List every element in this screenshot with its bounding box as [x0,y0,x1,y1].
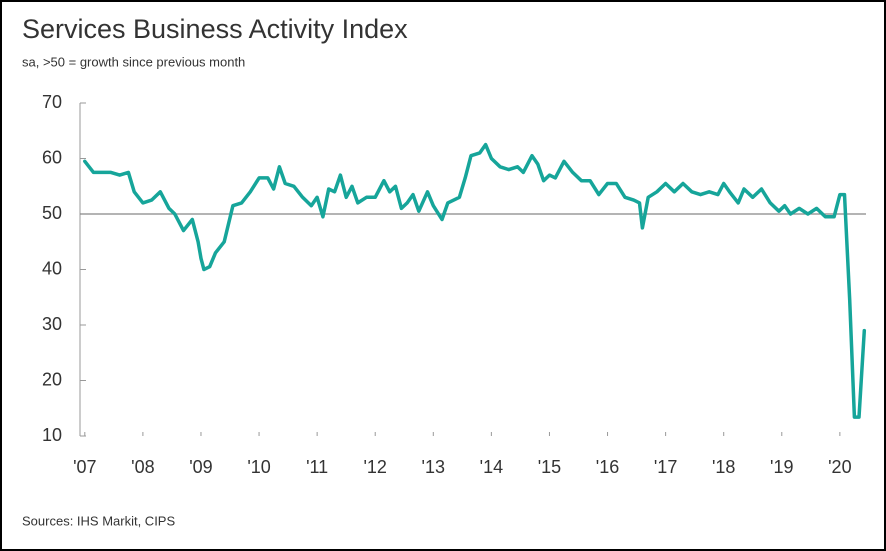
x-tick-label: '12 [363,457,386,477]
x-tick-label: '09 [189,457,212,477]
x-tick-label: '17 [654,457,677,477]
y-tick-label: 30 [42,314,62,334]
y-tick-label: 60 [42,147,62,167]
x-tick-label: '18 [712,457,735,477]
source: Sources: IHS Markit, CIPS [22,513,175,528]
chart-subtitle: sa, >50 = growth since previous month [22,54,245,69]
x-tick-label: '11 [306,457,328,477]
series-line [83,142,867,419]
x-tick-label: '20 [828,457,851,477]
x-tick-label: '07 [73,457,96,477]
x-tick-label: '15 [538,457,561,477]
x-tick-label: '10 [247,457,270,477]
x-tick-label: '19 [770,457,793,477]
x-tick-label: '13 [422,457,445,477]
x-tick-label: '16 [596,457,619,477]
y-tick-label: 10 [42,425,62,445]
y-tick-label: 40 [42,258,62,278]
y-tick-label: 70 [42,92,62,112]
y-tick-label: 20 [42,369,62,389]
x-tick-label: '14 [480,457,503,477]
x-tick-label: '08 [131,457,154,477]
y-tick-label: 50 [42,203,62,223]
chart-title: Services Business Activity Index [22,14,408,44]
